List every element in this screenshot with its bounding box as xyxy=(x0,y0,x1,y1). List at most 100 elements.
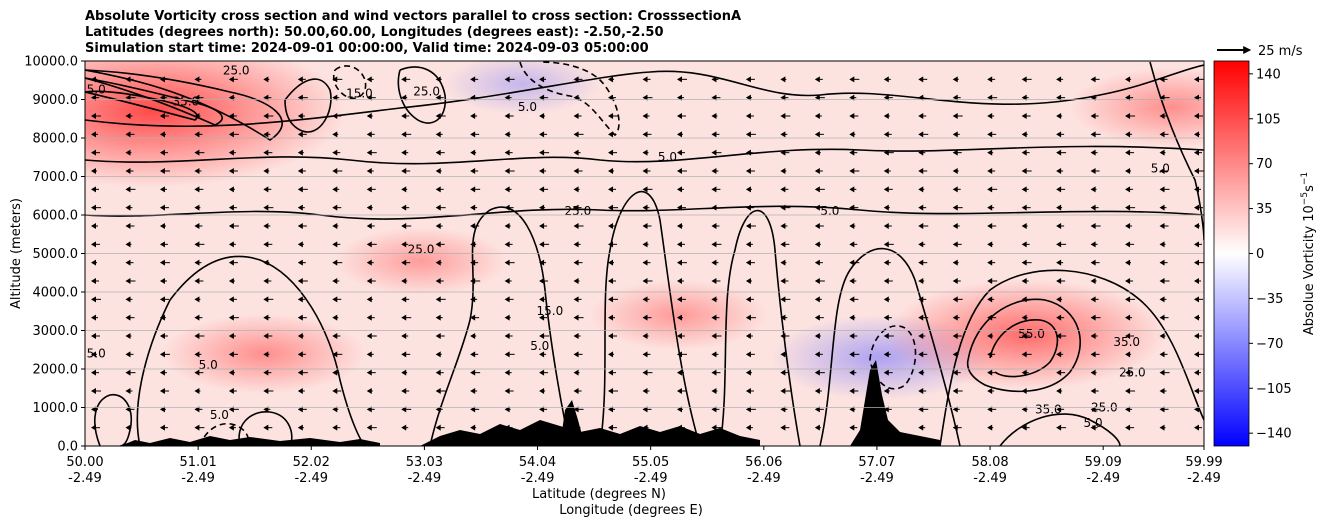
wind-vector-arrow xyxy=(401,186,408,193)
contour-line xyxy=(85,69,283,141)
wind-vector-arrow xyxy=(676,388,686,394)
y-tick-label: 10000.0 xyxy=(24,55,78,70)
wind-vector-arrow xyxy=(504,113,514,119)
contour-line xyxy=(999,413,1121,446)
wind-vector-arrow xyxy=(91,241,100,248)
wind-vector-arrow xyxy=(297,113,305,119)
wind-vector-arrow xyxy=(263,76,270,83)
wind-vector-arrow xyxy=(608,204,619,211)
wind-vector-arrow xyxy=(332,131,339,138)
wind-vector-arrow xyxy=(159,278,167,284)
wind-vector-arrow xyxy=(539,259,547,266)
wind-vector-arrow xyxy=(91,388,101,394)
wind-vector-arrow xyxy=(849,424,858,431)
wind-vector-arrow xyxy=(1056,351,1064,358)
wind-vector-arrow xyxy=(332,223,339,229)
wind-vector-arrow xyxy=(1021,333,1030,339)
wind-vector-arrow xyxy=(745,314,756,321)
wind-vector-arrow xyxy=(573,333,581,339)
wind-vector-arrow xyxy=(608,259,615,266)
wind-vector-arrow xyxy=(918,388,927,394)
wind-vector-arrow xyxy=(883,149,894,156)
wind-vector-arrow xyxy=(297,149,304,156)
contour-label: 5.0 xyxy=(210,408,229,422)
contour-label: 5.0 xyxy=(87,83,106,97)
wind-vector-arrow xyxy=(435,204,446,211)
wind-vector-arrow xyxy=(573,223,584,229)
wind-vector-arrow xyxy=(1159,351,1168,358)
wind-vector-arrow xyxy=(608,314,616,321)
wind-vector-arrow xyxy=(228,204,237,211)
wind-vector-arrow xyxy=(918,278,925,284)
wind-vector-arrow xyxy=(1159,149,1166,156)
wind-vector-arrow xyxy=(1056,186,1066,193)
contour-line xyxy=(719,209,801,446)
wind-vector-arrow xyxy=(159,204,169,211)
x-tick-label-lat: 54.04 xyxy=(519,455,556,470)
x-tick-label-lat: 50.00 xyxy=(66,455,103,470)
wind-vector-arrow xyxy=(711,333,722,339)
wind-vector-arrow xyxy=(91,259,97,266)
wind-vector-arrow xyxy=(263,314,271,321)
wind-vector-arrow xyxy=(642,241,649,248)
wind-vector-arrow xyxy=(194,223,203,229)
wind-vector-arrow xyxy=(1021,186,1029,193)
wind-vector-arrow xyxy=(1159,278,1170,284)
wind-vector-arrow xyxy=(504,241,513,248)
wind-vector-arrow xyxy=(504,314,511,321)
wind-vector-arrow xyxy=(1090,259,1100,266)
wind-vector-arrow xyxy=(1159,241,1166,248)
wind-vector-arrow xyxy=(125,369,136,376)
wind-vector-arrow xyxy=(366,314,375,321)
wind-vector-arrow xyxy=(883,333,894,339)
x-tick-label-lon: -2.49 xyxy=(1187,471,1221,486)
wind-vector-arrow xyxy=(952,296,963,303)
wind-vector-arrow xyxy=(125,223,135,229)
wind-vector-arrow xyxy=(642,351,651,358)
x-tick-label-lon: -2.49 xyxy=(294,471,328,486)
wind-vector-arrow xyxy=(987,204,995,211)
wind-vector-arrow xyxy=(1194,388,1203,394)
wind-vector-arrow xyxy=(1021,168,1032,174)
wind-vector-arrow xyxy=(642,168,651,174)
wind-vector-arrow xyxy=(1021,131,1028,138)
wind-vector-arrow xyxy=(573,76,583,83)
wind-vector-arrow xyxy=(539,388,546,394)
wind-vector-arrow xyxy=(952,223,960,229)
wind-vector-arrow xyxy=(194,424,205,431)
wind-vector-arrow xyxy=(539,223,548,229)
wind-vector-arrow xyxy=(263,113,274,119)
wind-vector-arrow xyxy=(297,204,305,211)
wind-vector-arrow xyxy=(91,278,99,284)
wind-vector-arrow xyxy=(539,296,546,303)
wind-vector-arrow xyxy=(849,333,858,339)
contour-label: 35.0 xyxy=(1035,402,1062,416)
wind-vector-arrow xyxy=(263,241,273,248)
wind-vector-arrow xyxy=(1194,314,1200,321)
x-tick-label-lat: 51.01 xyxy=(180,455,217,470)
wind-vector-arrow xyxy=(952,424,962,431)
wind-vector-arrow xyxy=(194,388,201,394)
wind-vector-arrow xyxy=(952,388,963,394)
wind-vector-arrow xyxy=(297,278,308,284)
wind-vector-arrow xyxy=(608,223,616,229)
wind-vector-arrow xyxy=(642,314,652,321)
wind-vector-arrow xyxy=(263,369,272,376)
wind-vector-arrow xyxy=(228,369,235,376)
wind-vector-arrow xyxy=(435,259,442,266)
wind-vector-arrow xyxy=(745,388,754,394)
wind-vector-arrow xyxy=(711,351,719,358)
contour-label: 5.0 xyxy=(820,204,839,218)
contour-line xyxy=(819,247,961,446)
wind-vector-arrow xyxy=(297,76,306,83)
wind-vector-arrow xyxy=(711,76,719,83)
contour-line xyxy=(85,205,1204,220)
contour-line xyxy=(284,78,332,133)
wind-vector-arrow xyxy=(470,113,478,119)
wind-vector-arrow xyxy=(1159,424,1166,431)
wind-vector-arrow xyxy=(780,333,790,339)
wind-vector-arrow xyxy=(125,388,133,394)
wind-vector-arrow xyxy=(332,351,343,358)
y-tick-label: 4000.0 xyxy=(33,286,79,301)
wind-vector-arrow xyxy=(780,314,788,321)
